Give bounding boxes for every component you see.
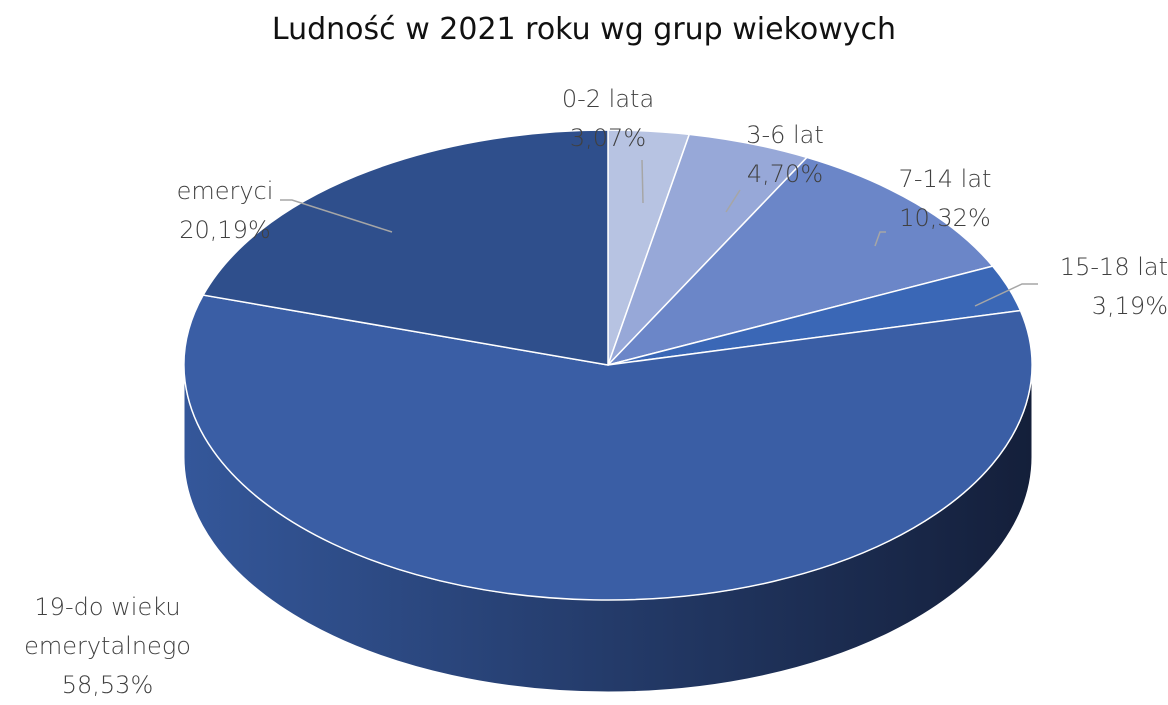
value-label: 10,32% bbox=[899, 204, 991, 232]
leader-lines bbox=[280, 159, 1038, 307]
data-label: 0-2 lata 3,07% bbox=[528, 80, 688, 158]
leader-line bbox=[725, 189, 741, 213]
leader-line bbox=[641, 159, 644, 204]
category-label: 0-2 lata bbox=[561, 85, 655, 113]
category-label: 7-14 lat bbox=[898, 165, 992, 193]
data-label: emeryci 20,19% bbox=[140, 172, 310, 250]
data-label: 15-18 lat 3,19% bbox=[1010, 248, 1168, 326]
category-label: emeryci bbox=[176, 177, 274, 205]
value-label: 20,19% bbox=[179, 216, 271, 244]
value-label: 3,19% bbox=[1091, 292, 1168, 320]
category-label: 15-18 lat bbox=[1059, 253, 1168, 281]
value-label: 58,53% bbox=[61, 671, 154, 699]
chart-title: Ludność w 2021 roku wg grup wiekowych bbox=[271, 12, 897, 47]
data-label: 19-do wieku emerytalnego 58,53% bbox=[0, 588, 215, 705]
leader-line bbox=[280, 199, 393, 233]
data-label: 3-6 lat 4,70% bbox=[700, 116, 870, 194]
category-label: 19-do wieku emerytalnego bbox=[24, 593, 191, 660]
value-label: 4,70% bbox=[746, 160, 824, 188]
slice bbox=[605, 156, 994, 367]
pie bbox=[183, 129, 1033, 693]
data-label: 7-14 lat 10,32% bbox=[850, 160, 1040, 238]
value-label: 3,07% bbox=[569, 124, 647, 152]
category-label: 3-6 lat bbox=[746, 121, 824, 149]
slice bbox=[183, 294, 1033, 601]
slice bbox=[202, 129, 609, 366]
leader-line bbox=[874, 231, 886, 247]
leader-line bbox=[974, 283, 1038, 307]
